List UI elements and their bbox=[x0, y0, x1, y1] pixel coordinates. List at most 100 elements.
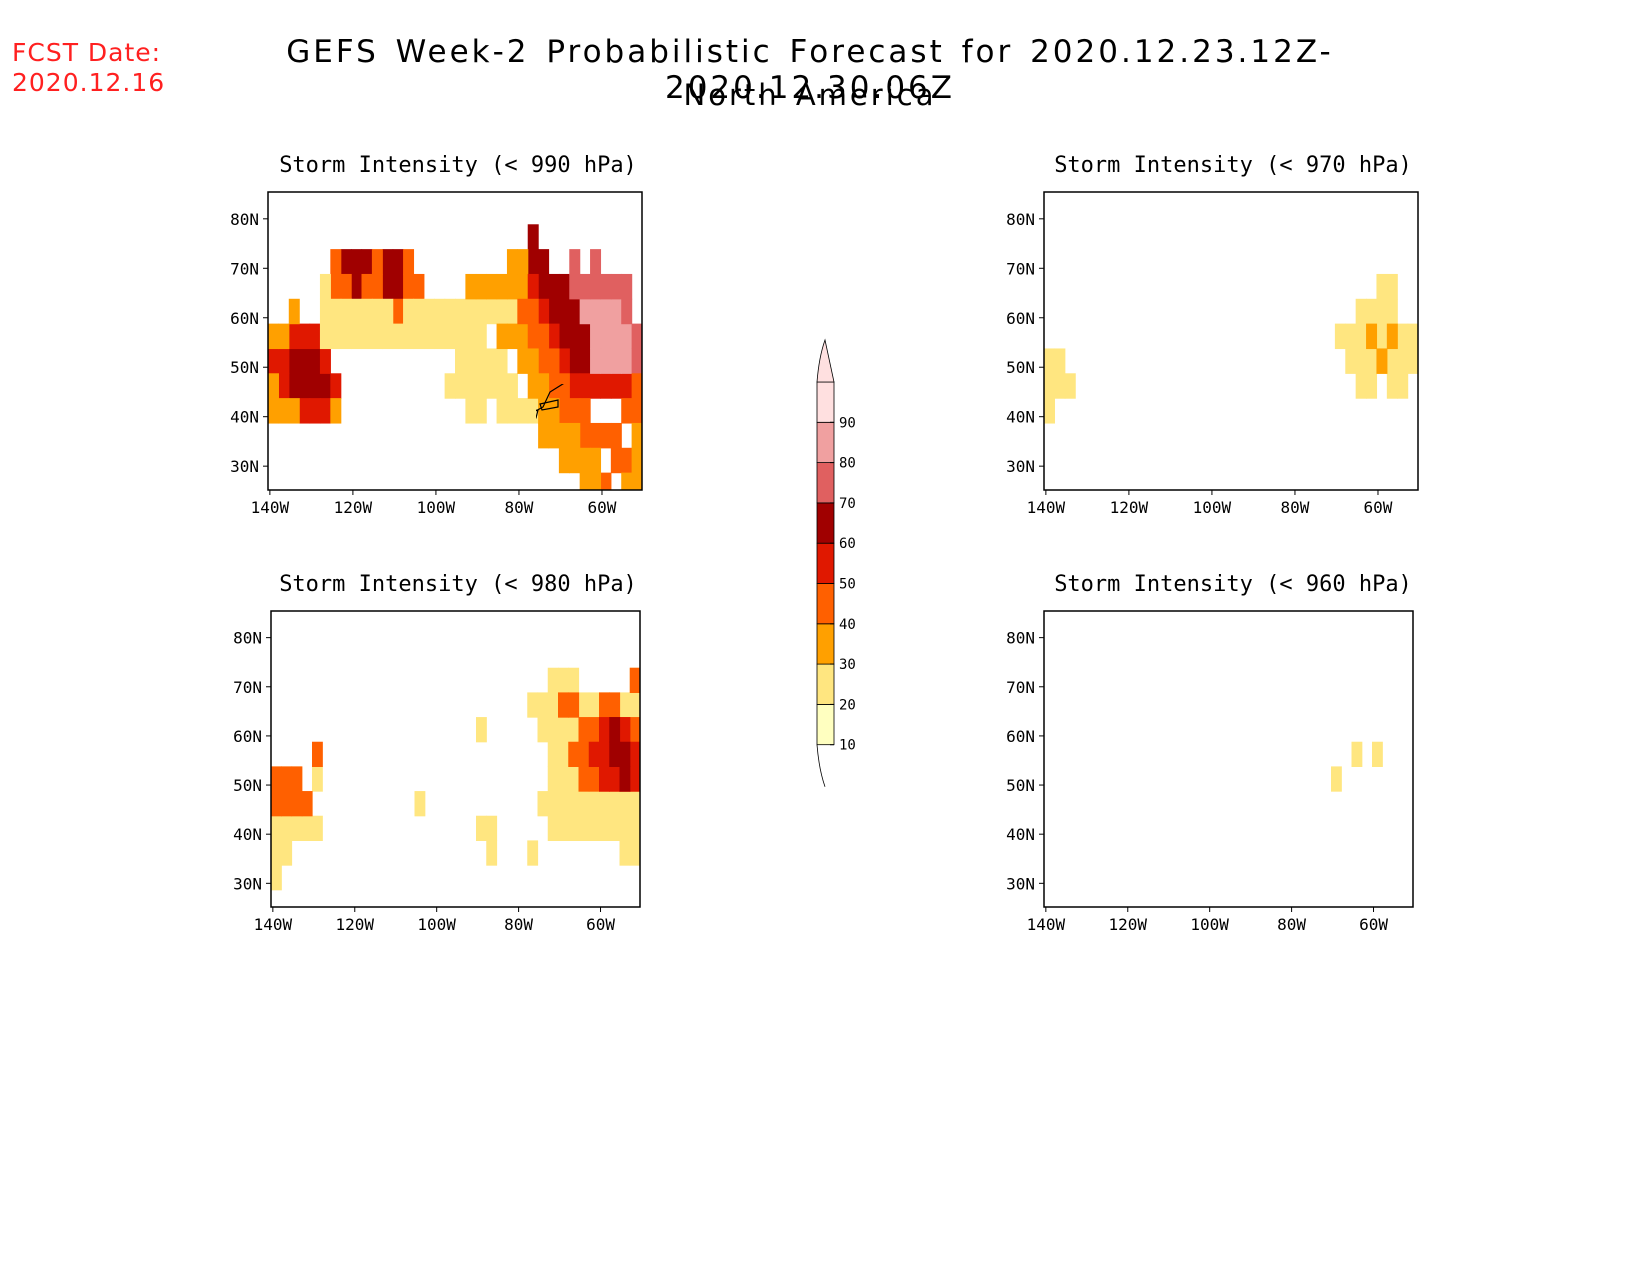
probability-cell bbox=[413, 273, 425, 300]
probability-cell bbox=[268, 323, 279, 350]
probability-cell bbox=[371, 323, 383, 350]
colorbar-label: 40 bbox=[839, 617, 856, 633]
probability-cell bbox=[1355, 348, 1367, 374]
probability-cell bbox=[579, 447, 591, 474]
probability-cell bbox=[382, 323, 394, 350]
probability-cell bbox=[548, 323, 560, 350]
probability-cell bbox=[312, 766, 323, 792]
lon-tick-label: 140W bbox=[251, 498, 290, 517]
probability-cell bbox=[631, 348, 642, 374]
colorbar: 10 20 30 40 50 60 70 80 90 bbox=[816, 338, 856, 787]
probability-cell bbox=[288, 398, 300, 424]
probability-cell bbox=[610, 298, 622, 325]
probability-cell bbox=[291, 815, 303, 841]
page-title: GEFS Week-2 Probabilistic Forecast for 2… bbox=[286, 34, 1334, 106]
lat-tick-label: 40N bbox=[233, 825, 262, 844]
probability-cell bbox=[547, 717, 559, 743]
lon-tick-label: 60W bbox=[1359, 915, 1388, 934]
forecast-date: FCST Date: 2020.12.16 bbox=[12, 38, 165, 98]
probability-cell bbox=[1376, 323, 1388, 350]
probability-cell bbox=[475, 348, 487, 374]
probability-cell bbox=[361, 298, 373, 325]
probability-cell bbox=[278, 323, 290, 350]
probability-cell bbox=[599, 791, 610, 817]
probability-cell bbox=[558, 667, 569, 693]
map-frame bbox=[267, 191, 643, 491]
probability-cell bbox=[621, 472, 633, 490]
colorbar-segment bbox=[816, 583, 835, 625]
probability-cell bbox=[629, 741, 640, 767]
probability-cell bbox=[619, 717, 631, 743]
probability-cell bbox=[268, 373, 279, 399]
probability-cell bbox=[330, 298, 342, 325]
probability-cell bbox=[619, 741, 631, 767]
probability-cell bbox=[590, 472, 602, 490]
probability-cell bbox=[538, 348, 550, 374]
probability-cell bbox=[569, 323, 581, 350]
lat-tick-label: 50N bbox=[1006, 776, 1035, 795]
probability-cell bbox=[569, 398, 581, 424]
probability-cell bbox=[600, 298, 612, 325]
probability-cell bbox=[288, 348, 300, 374]
lat-tick-label: 40N bbox=[230, 408, 259, 427]
probability-cell bbox=[629, 791, 640, 817]
probability-cell bbox=[631, 472, 642, 490]
probability-cell bbox=[579, 273, 591, 300]
probability-cell bbox=[558, 422, 570, 449]
probability-cell bbox=[527, 273, 539, 300]
lat-tick-label: 50N bbox=[1006, 358, 1035, 377]
probability-cell bbox=[527, 249, 539, 275]
probability-cell bbox=[506, 298, 518, 325]
probability-cell bbox=[600, 323, 612, 350]
probability-cell bbox=[1366, 373, 1378, 399]
probability-cell bbox=[475, 398, 487, 424]
lon-tick-label: 140W bbox=[1027, 498, 1066, 517]
page-subtitle-region: North America bbox=[683, 78, 937, 112]
probability-cell bbox=[465, 273, 477, 300]
probability-cell bbox=[629, 692, 640, 718]
probability-cell bbox=[403, 323, 415, 350]
probability-cell bbox=[361, 249, 373, 275]
probability-shading bbox=[1044, 273, 1418, 424]
probability-cell bbox=[392, 323, 404, 350]
probability-cell bbox=[291, 766, 303, 792]
probability-cell bbox=[465, 298, 477, 325]
probability-cell bbox=[1397, 348, 1409, 374]
probability-cell bbox=[558, 717, 569, 743]
probability-cell bbox=[631, 447, 642, 474]
probability-cell bbox=[631, 422, 642, 449]
probability-cell bbox=[538, 373, 550, 399]
probability-cell bbox=[578, 791, 590, 817]
probability-cell bbox=[340, 323, 352, 350]
probability-cell bbox=[568, 741, 580, 767]
lat-tick-label: 80N bbox=[233, 629, 262, 648]
probability-cell bbox=[579, 422, 591, 449]
colorbar-label: 70 bbox=[839, 496, 856, 512]
coastline bbox=[1044, 619, 1389, 909]
lat-tick-label: 30N bbox=[230, 457, 259, 476]
probability-cell bbox=[588, 692, 600, 718]
probability-cell bbox=[569, 273, 581, 300]
probability-cell bbox=[330, 398, 342, 424]
probability-cell bbox=[455, 323, 466, 350]
probability-cell bbox=[578, 692, 590, 718]
lat-tick-label: 50N bbox=[230, 358, 259, 377]
probability-cell bbox=[486, 815, 498, 841]
probability-cell bbox=[1386, 298, 1398, 325]
probability-cell bbox=[413, 298, 425, 325]
probability-cell bbox=[1355, 323, 1367, 350]
probability-cell bbox=[288, 298, 300, 325]
probability-cell bbox=[578, 766, 590, 792]
probability-cell bbox=[476, 815, 487, 841]
colorbar-segment bbox=[816, 421, 835, 463]
probability-cell bbox=[1345, 323, 1357, 350]
probability-cell bbox=[271, 766, 282, 792]
probability-cell bbox=[309, 348, 321, 374]
probability-cell bbox=[301, 791, 313, 817]
probability-cell bbox=[527, 298, 539, 325]
probability-cell bbox=[527, 373, 539, 399]
probability-cell bbox=[517, 398, 529, 424]
probability-cell bbox=[569, 447, 581, 474]
probability-cell bbox=[506, 249, 518, 275]
lon-tick-label: 60W bbox=[1364, 498, 1393, 517]
